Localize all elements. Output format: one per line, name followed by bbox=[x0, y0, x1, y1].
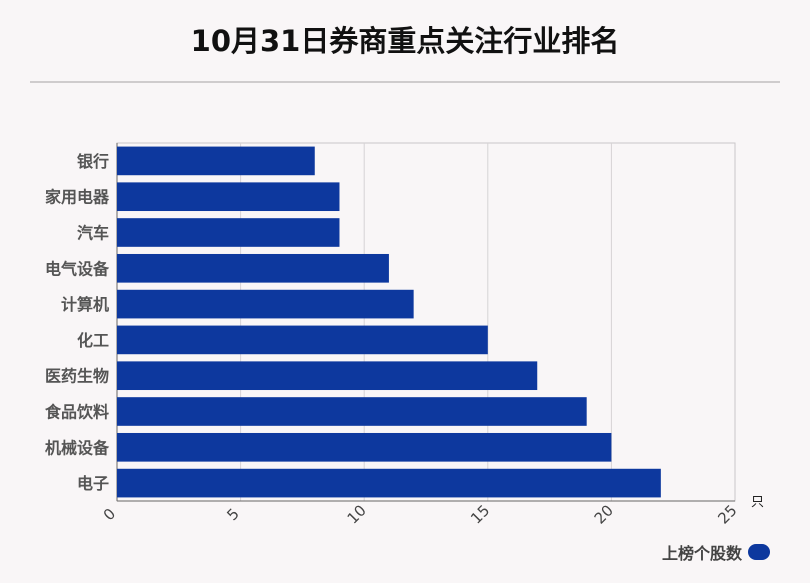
category-label: 汽车 bbox=[77, 224, 109, 243]
category-label: 家用电器 bbox=[45, 188, 110, 207]
category-label: 电子 bbox=[77, 474, 109, 493]
category-label: 化工 bbox=[77, 331, 109, 350]
x-tick-label: 15 bbox=[467, 501, 493, 527]
x-tick-label: 5 bbox=[223, 505, 242, 524]
category-label: 医药生物 bbox=[45, 367, 109, 386]
legend: 上榜个股数 bbox=[662, 540, 770, 564]
bar bbox=[117, 289, 414, 319]
bar bbox=[117, 325, 488, 355]
title-divider bbox=[30, 81, 780, 83]
bar bbox=[117, 146, 315, 176]
bar bbox=[117, 432, 612, 462]
bar bbox=[117, 253, 389, 283]
category-label: 食品饮料 bbox=[44, 403, 109, 422]
bar bbox=[117, 468, 661, 498]
legend-swatch bbox=[748, 544, 770, 560]
x-tick-label: 25 bbox=[714, 501, 740, 527]
x-unit-label: 只 bbox=[751, 495, 764, 510]
bar bbox=[117, 182, 340, 212]
bar bbox=[117, 361, 538, 391]
bar bbox=[117, 218, 340, 247]
category-label: 银行 bbox=[77, 152, 109, 171]
x-tick-label: 10 bbox=[344, 501, 370, 527]
category-label: 机械设备 bbox=[45, 438, 110, 457]
x-tick-label: 0 bbox=[100, 505, 119, 524]
bar bbox=[117, 397, 587, 426]
x-tick-label: 20 bbox=[591, 501, 617, 527]
chart-title: 10月31日券商重点关注行业排名 bbox=[190, 24, 620, 58]
category-label: 电气设备 bbox=[45, 259, 110, 278]
legend-label: 上榜个股数 bbox=[661, 544, 742, 563]
category-label: 计算机 bbox=[61, 295, 109, 314]
